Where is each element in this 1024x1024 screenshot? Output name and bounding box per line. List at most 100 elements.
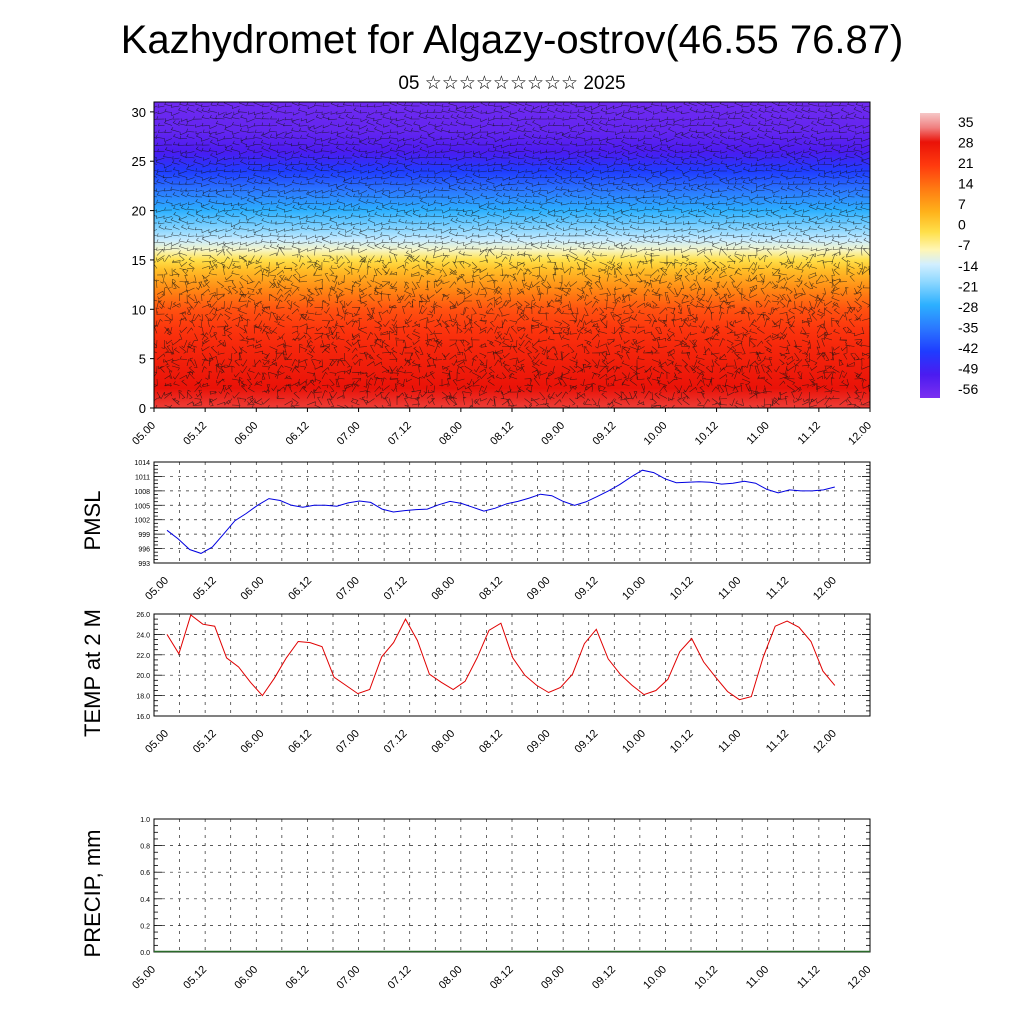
colorbar-label: 0 <box>958 217 966 233</box>
colorbar-label: -49 <box>958 360 978 376</box>
temperature-field <box>154 102 870 408</box>
y-tick-label: 993 <box>138 561 150 568</box>
x-tick-label: 11.12 <box>796 420 823 447</box>
x-tick-label: 09.12 <box>572 575 600 603</box>
x-tick-label: 08.12 <box>488 964 516 992</box>
colorbar-bar <box>920 113 940 398</box>
panel-frame <box>153 461 871 564</box>
x-tick-label: 12.00 <box>811 575 839 603</box>
x-tick-label: 05.12 <box>191 728 219 756</box>
chart-title: Kazhydromet for Algazy-ostrov(46.55 76.8… <box>120 18 904 62</box>
y-tick-label: 20 <box>132 204 146 219</box>
colorbar-label: -35 <box>958 319 978 335</box>
x-tick-label: 08.00 <box>429 575 457 603</box>
x-tick-label: 11.00 <box>744 420 771 447</box>
y-tick-label: 1.0 <box>140 817 150 824</box>
y-tick-label: 16.0 <box>136 714 150 721</box>
x-tick-label: 09.12 <box>572 728 600 756</box>
x-tick-label: 09.00 <box>525 575 553 603</box>
colorbar-label: 35 <box>958 114 974 130</box>
x-tick-label: 11.12 <box>764 575 791 602</box>
x-tick-label: 10.00 <box>620 575 648 603</box>
y-tick-label: 996 <box>138 547 150 554</box>
colorbar-label: 7 <box>958 196 966 212</box>
colorbar-label: -14 <box>958 258 978 274</box>
y-axis-label: PRECIP, mm <box>80 830 105 958</box>
x-tick-label: 10.12 <box>693 420 721 448</box>
x-tick-label: 06.00 <box>239 728 267 756</box>
grid <box>153 461 871 564</box>
y-tick-label: 1005 <box>134 503 150 510</box>
y-tick-label: 15 <box>132 253 146 268</box>
chart-subtitle: 05 ☆☆☆☆☆☆☆☆☆ 2025 <box>398 73 626 94</box>
x-tick-label: 06.12 <box>284 420 312 448</box>
colorbar: 35 28 21 14 7 0 -7 -14 -21 -28 -35 -42 -49 -56 <box>920 113 978 398</box>
x-tick-label: 09.00 <box>539 420 567 448</box>
y-tick-label: 18.0 <box>136 694 150 701</box>
cross-section-panel: 0 5 10 15 20 25 30 05.00 05.12 06.00 06.12 07.00 07.… <box>130 101 874 448</box>
x-tick-label: 10.12 <box>668 575 696 603</box>
series-line <box>166 469 835 554</box>
y-tick-label: 0.6 <box>140 870 150 877</box>
series-line <box>166 614 836 701</box>
x-tick-label: 06.12 <box>286 575 314 603</box>
precip-panel: 0.0 0.2 0.4 0.6 0.8 1.0 05.00 05.12 06.00 06.12 07… <box>80 817 874 992</box>
y-tick-label: 1008 <box>134 489 150 496</box>
x-tick-label: 05.00 <box>130 964 158 992</box>
temp-panel: 16.0 18.0 20.0 22.0 24.0 26.0 05.00 05.12 06.00 0… <box>80 609 871 756</box>
x-tick-label: 11.00 <box>716 575 743 602</box>
x-tick-label: 10.00 <box>620 728 648 756</box>
x-tick-label: 10.12 <box>692 964 720 992</box>
x-tick-label: 05.00 <box>143 575 171 603</box>
pmsl-panel: 993 996 999 1002 1005 1008 1011 1014 05.00 05.12 0… <box>80 460 871 603</box>
y-tick-label: 0 <box>139 401 146 416</box>
x-tick-label: 08.00 <box>429 728 457 756</box>
y-tick-label: 22.0 <box>136 653 150 660</box>
x-tick-label: 05.12 <box>181 420 209 448</box>
x-tick-label: 08.00 <box>437 964 465 992</box>
x-tick-label: 05.00 <box>143 728 171 756</box>
x-tick-label: 09.00 <box>539 964 567 992</box>
x-tick-label: 06.00 <box>232 964 260 992</box>
x-tick-label: 06.12 <box>283 964 311 992</box>
x-tick-label: 07.12 <box>382 575 410 603</box>
y-tick-label: 5 <box>139 352 146 367</box>
x-tick-label: 09.00 <box>525 728 553 756</box>
y-tick-label: 1002 <box>134 518 150 525</box>
grid <box>153 818 871 953</box>
x-tick-label: 07.12 <box>386 420 414 448</box>
y-tick-label: 999 <box>138 532 150 539</box>
x-tick-label: 10.00 <box>642 420 670 448</box>
colorbar-label: -42 <box>958 340 978 356</box>
colorbar-label: 14 <box>958 176 974 192</box>
y-tick-label: 10 <box>132 302 146 317</box>
y-tick-label: 0.4 <box>140 897 150 904</box>
x-tick-label: 08.12 <box>488 420 516 448</box>
x-tick-label: 12.00 <box>846 420 874 448</box>
x-tick-label: 06.00 <box>239 575 267 603</box>
x-tick-label: 11.12 <box>795 964 822 991</box>
x-tick-label: 12.00 <box>846 964 874 992</box>
x-tick-label: 09.12 <box>590 964 618 992</box>
y-tick-label: 20.0 <box>136 673 150 680</box>
colorbar-label: 28 <box>958 135 974 151</box>
panel-frame <box>153 613 871 717</box>
wind-barbs <box>154 102 870 408</box>
x-tick-label: 06.00 <box>232 420 260 448</box>
x-tick-label: 07.12 <box>386 964 414 992</box>
y-tick-label: 30 <box>132 105 146 120</box>
y-axis-label: PMSL <box>80 491 105 551</box>
y-tick-label: 1014 <box>134 460 150 467</box>
y-tick-label: 25 <box>132 154 146 169</box>
y-tick-label: 0.2 <box>140 923 150 930</box>
x-tick-label: 10.12 <box>668 728 696 756</box>
colorbar-label: -28 <box>958 299 978 315</box>
x-tick-label: 12.00 <box>811 728 839 756</box>
x-tick-label: 07.00 <box>335 964 363 992</box>
x-tick-label: 05.12 <box>191 575 219 603</box>
y-tick-label: 26.0 <box>136 612 150 619</box>
x-tick-label: 11.00 <box>716 728 743 755</box>
x-tick-label: 07.00 <box>335 420 363 448</box>
y-tick-label: 1011 <box>135 474 150 481</box>
